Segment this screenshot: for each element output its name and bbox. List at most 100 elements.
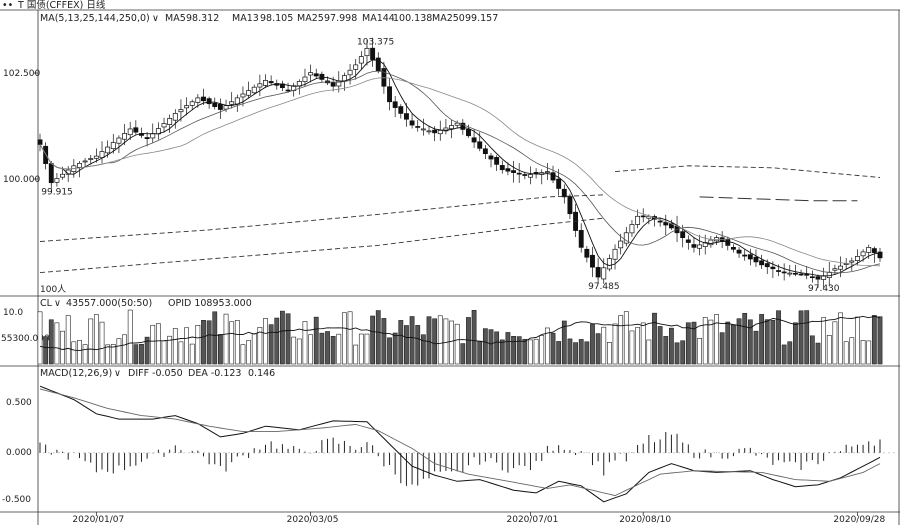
candle-body bbox=[48, 163, 54, 184]
candle-body bbox=[234, 97, 240, 105]
volume-bar bbox=[460, 343, 466, 365]
volume-bar bbox=[404, 325, 409, 365]
volume-bar bbox=[561, 320, 567, 365]
macd-tick-neg0500: -0.500 bbox=[2, 495, 31, 505]
volume-bar bbox=[809, 335, 815, 365]
candle-body bbox=[415, 126, 421, 128]
candle-body bbox=[189, 101, 195, 106]
volume-bar bbox=[274, 317, 280, 365]
candle-body bbox=[268, 81, 274, 84]
candle-body bbox=[330, 82, 336, 87]
volume-bar bbox=[139, 343, 144, 365]
volume-bar bbox=[663, 336, 669, 365]
volume-bar bbox=[161, 340, 167, 365]
volume-bar bbox=[533, 338, 539, 365]
volume-bar bbox=[342, 312, 347, 365]
ma-long-dashed-line bbox=[699, 196, 858, 202]
volume-bar bbox=[843, 341, 849, 365]
volume-bar bbox=[725, 321, 731, 365]
volume-bar bbox=[184, 327, 189, 365]
candle-body bbox=[533, 172, 539, 174]
candle-body bbox=[561, 188, 567, 198]
volume-bar bbox=[387, 337, 392, 365]
candle-body bbox=[584, 248, 590, 258]
volume-bar bbox=[657, 326, 663, 365]
volume-bar bbox=[855, 316, 860, 365]
candle-body bbox=[364, 48, 370, 57]
ma5-line bbox=[39, 59, 881, 277]
candle-body bbox=[606, 258, 612, 270]
dots-icon: •• bbox=[2, 0, 13, 11]
candle-body bbox=[640, 215, 646, 218]
volume-bar bbox=[178, 341, 184, 365]
macd-tick-0000: 0.000 bbox=[6, 448, 32, 458]
volume-bar bbox=[826, 335, 832, 365]
volume-bar bbox=[144, 336, 150, 365]
candle-body bbox=[398, 106, 404, 114]
volume-bar bbox=[556, 341, 562, 365]
volume-bar bbox=[77, 340, 82, 365]
volume-bar bbox=[635, 327, 640, 365]
volume-bar bbox=[871, 315, 877, 365]
volume-bar bbox=[680, 340, 686, 365]
panel-frames bbox=[0, 9, 900, 525]
ma144-name: MA144 bbox=[362, 13, 395, 24]
candle-body bbox=[212, 102, 218, 107]
candle-body bbox=[635, 215, 641, 225]
candle-body bbox=[37, 139, 43, 145]
x-label-0701: 2020/07/01 bbox=[507, 515, 559, 525]
volume-bar bbox=[629, 330, 635, 365]
volume-bar bbox=[257, 327, 263, 365]
volume-bar bbox=[398, 320, 404, 365]
volume-bar bbox=[443, 318, 449, 365]
volume-bar bbox=[206, 320, 212, 365]
candle-body bbox=[54, 178, 60, 183]
candle-body bbox=[499, 165, 505, 171]
volume-bar bbox=[99, 321, 105, 365]
volume-bar bbox=[122, 334, 127, 365]
volume-bar bbox=[268, 324, 274, 365]
volume-bar bbox=[234, 320, 240, 365]
volume-bar bbox=[302, 321, 308, 365]
volume-bar bbox=[308, 334, 314, 365]
vol-chevron-icon[interactable]: ∨ bbox=[54, 298, 61, 309]
price-marker-low-1: 99.915 bbox=[41, 188, 73, 198]
volume-bar bbox=[54, 322, 60, 365]
volume-bar bbox=[567, 338, 573, 365]
volume-bar bbox=[697, 337, 702, 365]
candle-body bbox=[409, 120, 415, 126]
volume-bar bbox=[623, 311, 629, 365]
volume-bar bbox=[43, 336, 49, 365]
price-y-axis: 102.500 100.000 bbox=[3, 69, 40, 185]
ma-legend-label: MA(5,13,25,144,250,0) bbox=[40, 13, 150, 24]
volume-bar bbox=[584, 341, 590, 365]
candle-body bbox=[849, 260, 855, 263]
volume-bar bbox=[793, 322, 798, 365]
candle-body bbox=[201, 96, 206, 102]
volume-bar bbox=[218, 334, 223, 365]
ma144-value: 100.138 bbox=[393, 13, 432, 24]
volume-bar bbox=[201, 320, 206, 365]
candle-body bbox=[764, 263, 770, 268]
ma-legend-chevron-icon[interactable]: ∨ bbox=[152, 13, 159, 24]
candle-body bbox=[618, 240, 624, 249]
price-marker-low-2: 97.485 bbox=[588, 282, 620, 292]
candle-body bbox=[787, 272, 793, 275]
volume-bar bbox=[291, 336, 297, 365]
volume-bar bbox=[409, 316, 415, 365]
candle-body bbox=[657, 220, 663, 223]
x-label-0928: 2020/09/28 bbox=[833, 515, 885, 525]
macd-chevron-icon[interactable]: ∨ bbox=[114, 368, 121, 379]
price-marker-low-3: 97.430 bbox=[808, 284, 840, 294]
candle-body bbox=[172, 113, 178, 121]
volume-bar bbox=[319, 332, 325, 365]
candle-body bbox=[866, 247, 872, 253]
volume-bar bbox=[516, 336, 522, 365]
volume-bar bbox=[65, 315, 71, 365]
candle-body bbox=[792, 272, 798, 275]
ma25-line bbox=[39, 77, 881, 267]
volume-bar bbox=[251, 333, 257, 365]
volume-bar bbox=[420, 334, 426, 365]
candle-body bbox=[437, 130, 443, 135]
